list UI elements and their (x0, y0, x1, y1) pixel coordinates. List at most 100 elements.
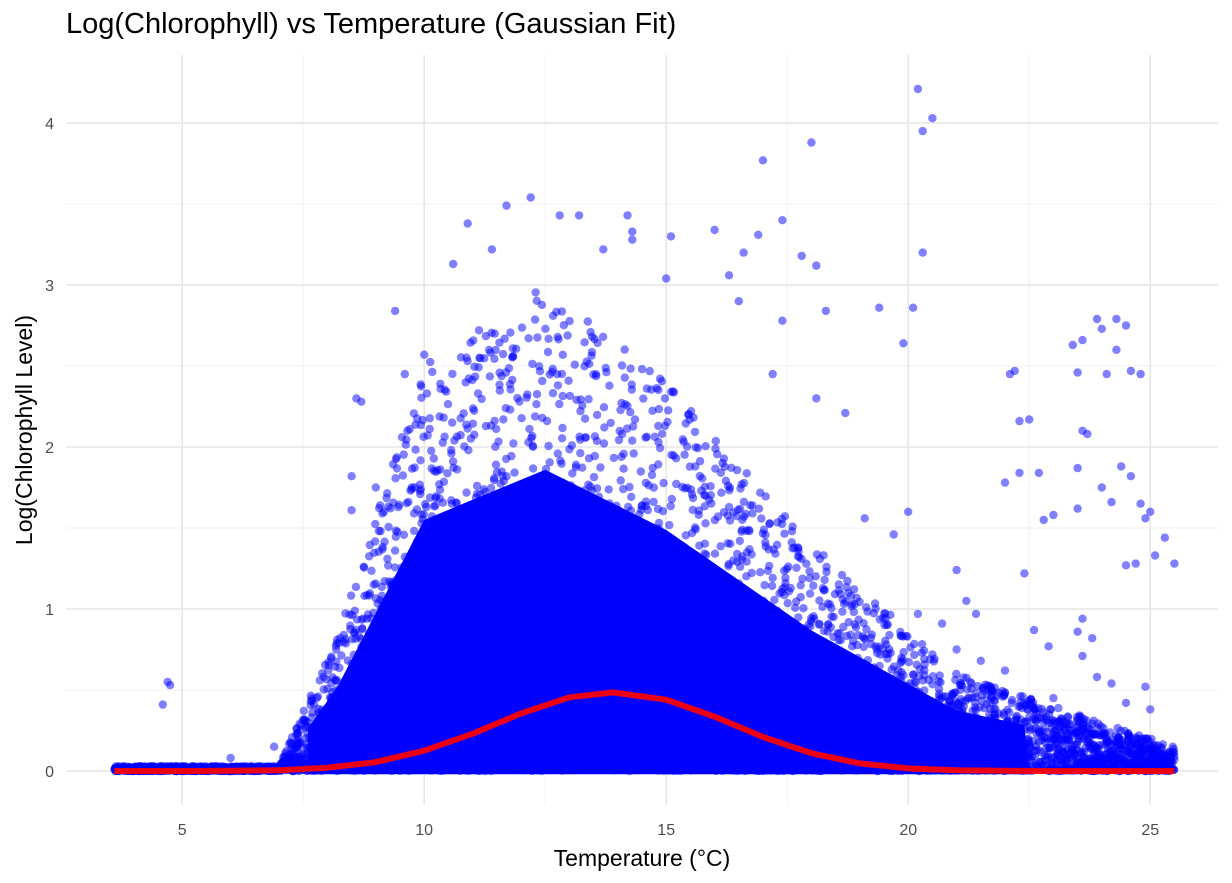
scatter-point (737, 555, 746, 564)
scatter-point (576, 449, 585, 458)
scatter-point (617, 452, 626, 461)
scatter-point (837, 570, 847, 580)
scatter-point (619, 464, 628, 473)
scatter-point (852, 640, 862, 650)
scatter-point (928, 672, 938, 681)
scatter-point (398, 471, 408, 480)
scatter-point (528, 464, 538, 473)
scatter-point (299, 706, 308, 716)
scatter-point (508, 344, 517, 353)
scatter-point (369, 580, 378, 589)
scatter-point (571, 463, 580, 472)
scatter-point (604, 485, 613, 494)
scatter-point (553, 449, 562, 458)
scatter-point (742, 469, 751, 478)
scatter-point (694, 506, 704, 515)
scatter-point (770, 595, 779, 605)
scatter-point (606, 418, 615, 428)
scatter-point (586, 482, 595, 491)
scatter-point (711, 444, 720, 453)
scatter-point (725, 486, 734, 495)
scatter-point (641, 478, 651, 488)
scatter-point (421, 499, 430, 509)
scatter-point (470, 430, 479, 439)
scatter-point (829, 612, 838, 622)
scatter-point (531, 288, 540, 297)
scatter-point (875, 615, 884, 624)
scatter-point (391, 474, 400, 483)
scatter-point (495, 386, 504, 395)
scatter-point (827, 604, 836, 613)
scatter-point (384, 522, 393, 532)
scatter-point (386, 504, 395, 513)
scatter-point (403, 426, 412, 435)
scatter-point (576, 395, 585, 404)
scatter-point (417, 510, 426, 519)
scatter-point (590, 432, 600, 441)
scatter-point (723, 539, 732, 548)
scatter-point (1052, 732, 1061, 741)
scatter-point (563, 331, 572, 340)
scatter-point (295, 753, 304, 762)
scatter-point (532, 296, 541, 305)
scatter-point (423, 431, 432, 440)
scatter-point (732, 512, 741, 521)
scatter-point (654, 460, 663, 469)
scatter-point (456, 430, 465, 440)
scatter-point (672, 454, 681, 463)
scatter-point (719, 454, 729, 463)
scatter-point (436, 379, 445, 388)
scatter-point (461, 378, 470, 387)
scatter-point (376, 526, 385, 536)
scatter-point (411, 445, 420, 454)
scatter-point (796, 581, 805, 590)
scatter-point (790, 543, 799, 552)
scatter-point (1035, 746, 1044, 755)
scatter-point (472, 489, 482, 498)
scatter-point (545, 458, 554, 467)
scatter-point (823, 620, 833, 630)
scatter-point (680, 450, 689, 459)
scatter-point (717, 488, 726, 497)
scatter-point (887, 665, 896, 674)
scatter-point (605, 381, 614, 390)
scatter-point (410, 463, 419, 472)
scatter-point (649, 497, 658, 507)
scatter-point (558, 391, 567, 401)
scatter-point (462, 488, 471, 497)
scatter-point (471, 372, 480, 381)
points-layer (110, 84, 1179, 776)
scatter-point (448, 418, 457, 427)
scatter-point (735, 536, 744, 546)
scatter-point (530, 315, 540, 324)
scatter-point (642, 384, 652, 393)
scatter-point (568, 469, 577, 478)
scatter-point (690, 427, 700, 437)
scatter-point (805, 574, 814, 583)
scatter-point (443, 469, 452, 478)
scatter-point (1031, 717, 1041, 726)
scatter-point (552, 307, 561, 316)
scatter-point (1072, 744, 1081, 754)
scatter-point (524, 334, 533, 343)
scatter-point (757, 514, 766, 523)
scatter-point (1065, 749, 1075, 758)
scatter-point (440, 432, 449, 441)
scatter-point (627, 492, 636, 502)
scatter-point (426, 357, 435, 367)
scatter-point (558, 350, 567, 359)
scatter-point (418, 415, 427, 425)
scatter-point (781, 579, 790, 588)
scatter-point (1023, 697, 1032, 706)
scatter-point (506, 385, 515, 394)
scatter-point (665, 520, 674, 530)
scatter-point (359, 563, 369, 572)
scatter-point (760, 581, 769, 590)
scatter-point (393, 527, 402, 536)
scatter-point (1085, 739, 1094, 749)
scatter-point (629, 449, 638, 458)
scatter-point (428, 367, 437, 377)
scatter-point (834, 580, 843, 589)
scatter-point (337, 651, 346, 660)
